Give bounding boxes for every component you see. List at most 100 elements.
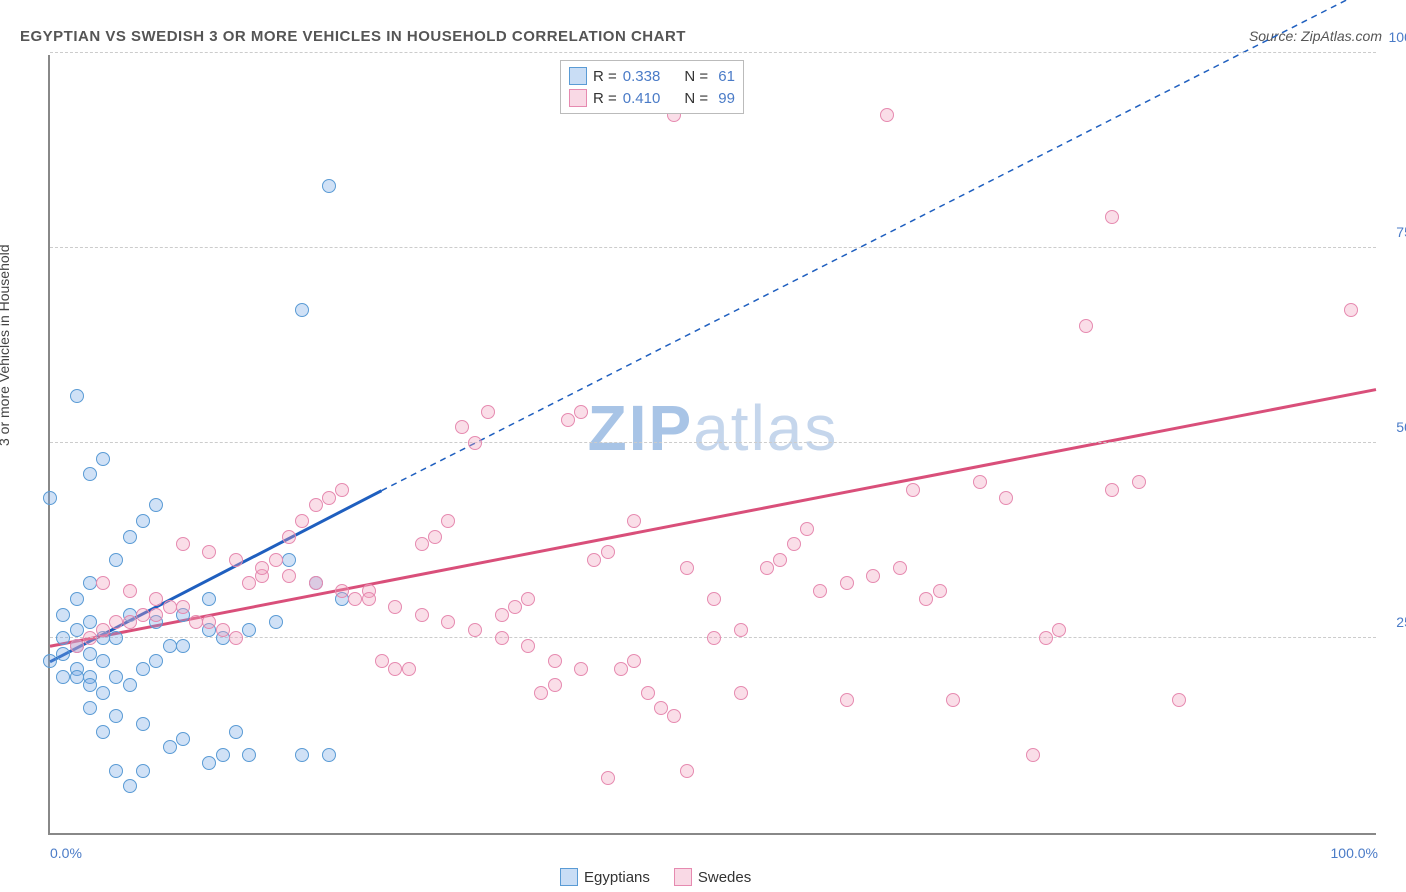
data-point — [149, 498, 163, 512]
data-point — [707, 631, 721, 645]
data-point — [919, 592, 933, 606]
data-point — [906, 483, 920, 497]
legend-series: Egyptians Swedes — [560, 868, 751, 886]
data-point — [667, 709, 681, 723]
data-point — [402, 662, 416, 676]
data-point — [508, 600, 522, 614]
y-axis-label: 3 or more Vehicles in Household — [0, 244, 12, 446]
data-point — [163, 600, 177, 614]
data-point — [322, 491, 336, 505]
data-point — [242, 623, 256, 637]
data-point — [813, 584, 827, 598]
data-point — [56, 608, 70, 622]
data-point — [800, 522, 814, 536]
data-point — [136, 608, 150, 622]
data-point — [149, 654, 163, 668]
data-point — [415, 608, 429, 622]
data-point — [734, 686, 748, 700]
data-point — [574, 662, 588, 676]
n-value: 99 — [714, 90, 735, 107]
data-point — [1105, 483, 1119, 497]
n-label: N = — [684, 68, 708, 85]
swatch-icon — [569, 67, 587, 85]
n-value: 61 — [714, 68, 735, 85]
legend-stat-row: R =0.410N = 99 — [569, 87, 735, 109]
data-point — [1079, 319, 1093, 333]
data-point — [787, 537, 801, 551]
source-label: Source: ZipAtlas.com — [1249, 28, 1382, 44]
data-point — [614, 662, 628, 676]
data-point — [322, 748, 336, 762]
swatch-icon — [569, 89, 587, 107]
data-point — [70, 623, 84, 637]
data-point — [109, 764, 123, 778]
data-point — [123, 584, 137, 598]
data-point — [202, 592, 216, 606]
data-point — [136, 764, 150, 778]
data-point — [149, 592, 163, 606]
data-point — [680, 561, 694, 575]
data-point — [176, 537, 190, 551]
data-point — [96, 686, 110, 700]
data-point — [601, 771, 615, 785]
r-value: 0.410 — [623, 90, 661, 107]
data-point — [149, 608, 163, 622]
data-point — [109, 670, 123, 684]
data-point — [840, 576, 854, 590]
data-point — [136, 514, 150, 528]
data-point — [481, 405, 495, 419]
data-point — [83, 647, 97, 661]
data-point — [641, 686, 655, 700]
data-point — [136, 662, 150, 676]
legend-item-egyptians: Egyptians — [560, 868, 650, 886]
y-tick-label: 25.0% — [1396, 614, 1406, 630]
data-point — [627, 514, 641, 528]
data-point — [495, 631, 509, 645]
data-point — [83, 576, 97, 590]
chart-title: EGYPTIAN VS SWEDISH 3 OR MORE VEHICLES I… — [20, 28, 686, 45]
gridline — [50, 247, 1376, 248]
data-point — [933, 584, 947, 598]
data-point — [282, 530, 296, 544]
data-point — [707, 592, 721, 606]
data-point — [96, 623, 110, 637]
data-point — [388, 600, 402, 614]
data-point — [189, 615, 203, 629]
data-point — [468, 436, 482, 450]
data-point — [123, 530, 137, 544]
data-point — [43, 654, 57, 668]
data-point — [176, 600, 190, 614]
data-point — [946, 693, 960, 707]
data-point — [428, 530, 442, 544]
data-point — [83, 701, 97, 715]
data-point — [83, 467, 97, 481]
data-point — [109, 709, 123, 723]
data-point — [680, 764, 694, 778]
data-point — [255, 561, 269, 575]
y-tick-label: 50.0% — [1396, 419, 1406, 435]
data-point — [242, 576, 256, 590]
data-point — [202, 615, 216, 629]
swatch-icon — [560, 868, 578, 886]
data-point — [840, 693, 854, 707]
legend-label: Swedes — [698, 869, 751, 886]
data-point — [548, 678, 562, 692]
data-point — [56, 670, 70, 684]
data-point — [176, 639, 190, 653]
data-point — [136, 717, 150, 731]
data-point — [229, 553, 243, 567]
data-point — [176, 732, 190, 746]
legend-stats: R =0.338N = 61R =0.410N = 99 — [560, 60, 744, 114]
data-point — [495, 608, 509, 622]
data-point — [96, 452, 110, 466]
data-point — [202, 545, 216, 559]
data-point — [734, 623, 748, 637]
n-label: N = — [684, 90, 708, 107]
data-point — [521, 639, 535, 653]
data-point — [322, 179, 336, 193]
data-point — [123, 678, 137, 692]
data-point — [295, 303, 309, 317]
data-point — [163, 639, 177, 653]
data-point — [1105, 210, 1119, 224]
data-point — [70, 389, 84, 403]
